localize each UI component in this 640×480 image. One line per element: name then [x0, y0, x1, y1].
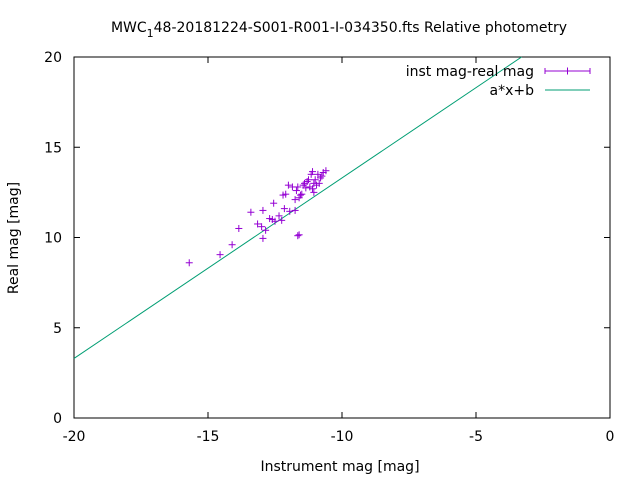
- data-point: [294, 183, 302, 191]
- data-point: [292, 187, 300, 195]
- data-point: [296, 191, 304, 199]
- data-point: [270, 199, 278, 207]
- legend-key-points: [544, 67, 591, 75]
- data-point: [280, 205, 288, 213]
- data-point: [275, 212, 283, 220]
- data-point: [305, 176, 312, 184]
- data-point: [322, 167, 330, 175]
- data-point: [258, 223, 266, 231]
- plot-area: [73, 56, 611, 419]
- data-point: [259, 206, 267, 214]
- x-tick-label: -20: [63, 429, 86, 445]
- x-tick-label: -5: [469, 429, 483, 445]
- data-point: [291, 196, 299, 204]
- y-tick-label: 0: [53, 411, 62, 427]
- data-point: [291, 206, 299, 214]
- y-axis-label: Real mag [mag]: [6, 182, 22, 294]
- legend: inst mag-real mag a*x+b: [406, 64, 591, 99]
- data-point: [315, 179, 323, 187]
- data-point: [318, 172, 326, 180]
- tick-group: -20 -15 -10 -5 0 0 5 10 15 20: [44, 50, 614, 445]
- data-point: [235, 224, 243, 232]
- data-point: [271, 217, 279, 225]
- data-point: [216, 251, 224, 259]
- data-point: [185, 259, 193, 267]
- data-point: [284, 181, 292, 189]
- data-point: [303, 178, 311, 186]
- legend-label-fit: a*x+b: [490, 83, 535, 99]
- data-point: [254, 220, 262, 228]
- chart-title: MWC148-20181224-S001-R001-I-034350.fts R…: [111, 20, 567, 40]
- data-point: [278, 216, 286, 224]
- title-subscript: 1: [147, 27, 154, 40]
- data-point: [317, 174, 325, 182]
- data-point: [262, 226, 270, 234]
- data-point: [310, 188, 318, 196]
- data-point: [309, 185, 317, 193]
- data-point: [282, 190, 290, 198]
- data-point: [286, 207, 294, 215]
- y-tick-label: 5: [53, 321, 62, 337]
- y-tick-label: 20: [44, 50, 62, 66]
- legend-label-points: inst mag-real mag: [406, 64, 534, 80]
- data-point: [295, 231, 303, 239]
- data-point: [247, 208, 255, 216]
- data-point: [294, 232, 302, 240]
- x-tick-label: -15: [197, 429, 220, 445]
- data-point: [314, 170, 322, 178]
- title-main: MWC: [111, 20, 147, 36]
- x-tick-label: -10: [331, 429, 354, 445]
- y-tick-label: 10: [44, 231, 62, 247]
- y-tick-label: 15: [44, 140, 62, 156]
- data-point: [228, 241, 236, 249]
- x-axis-label: Instrument mag [mag]: [260, 459, 419, 475]
- fit-line: [73, 56, 522, 359]
- data-point: [309, 168, 317, 176]
- data-point: [302, 184, 310, 192]
- data-point: [259, 234, 267, 242]
- data-point: [298, 190, 306, 198]
- title-rest: 48-20181224-S001-R001-I-034350.fts Relat…: [154, 20, 567, 36]
- data-point: [311, 176, 319, 184]
- x-tick-label: 0: [606, 429, 615, 445]
- data-marks: [73, 56, 522, 359]
